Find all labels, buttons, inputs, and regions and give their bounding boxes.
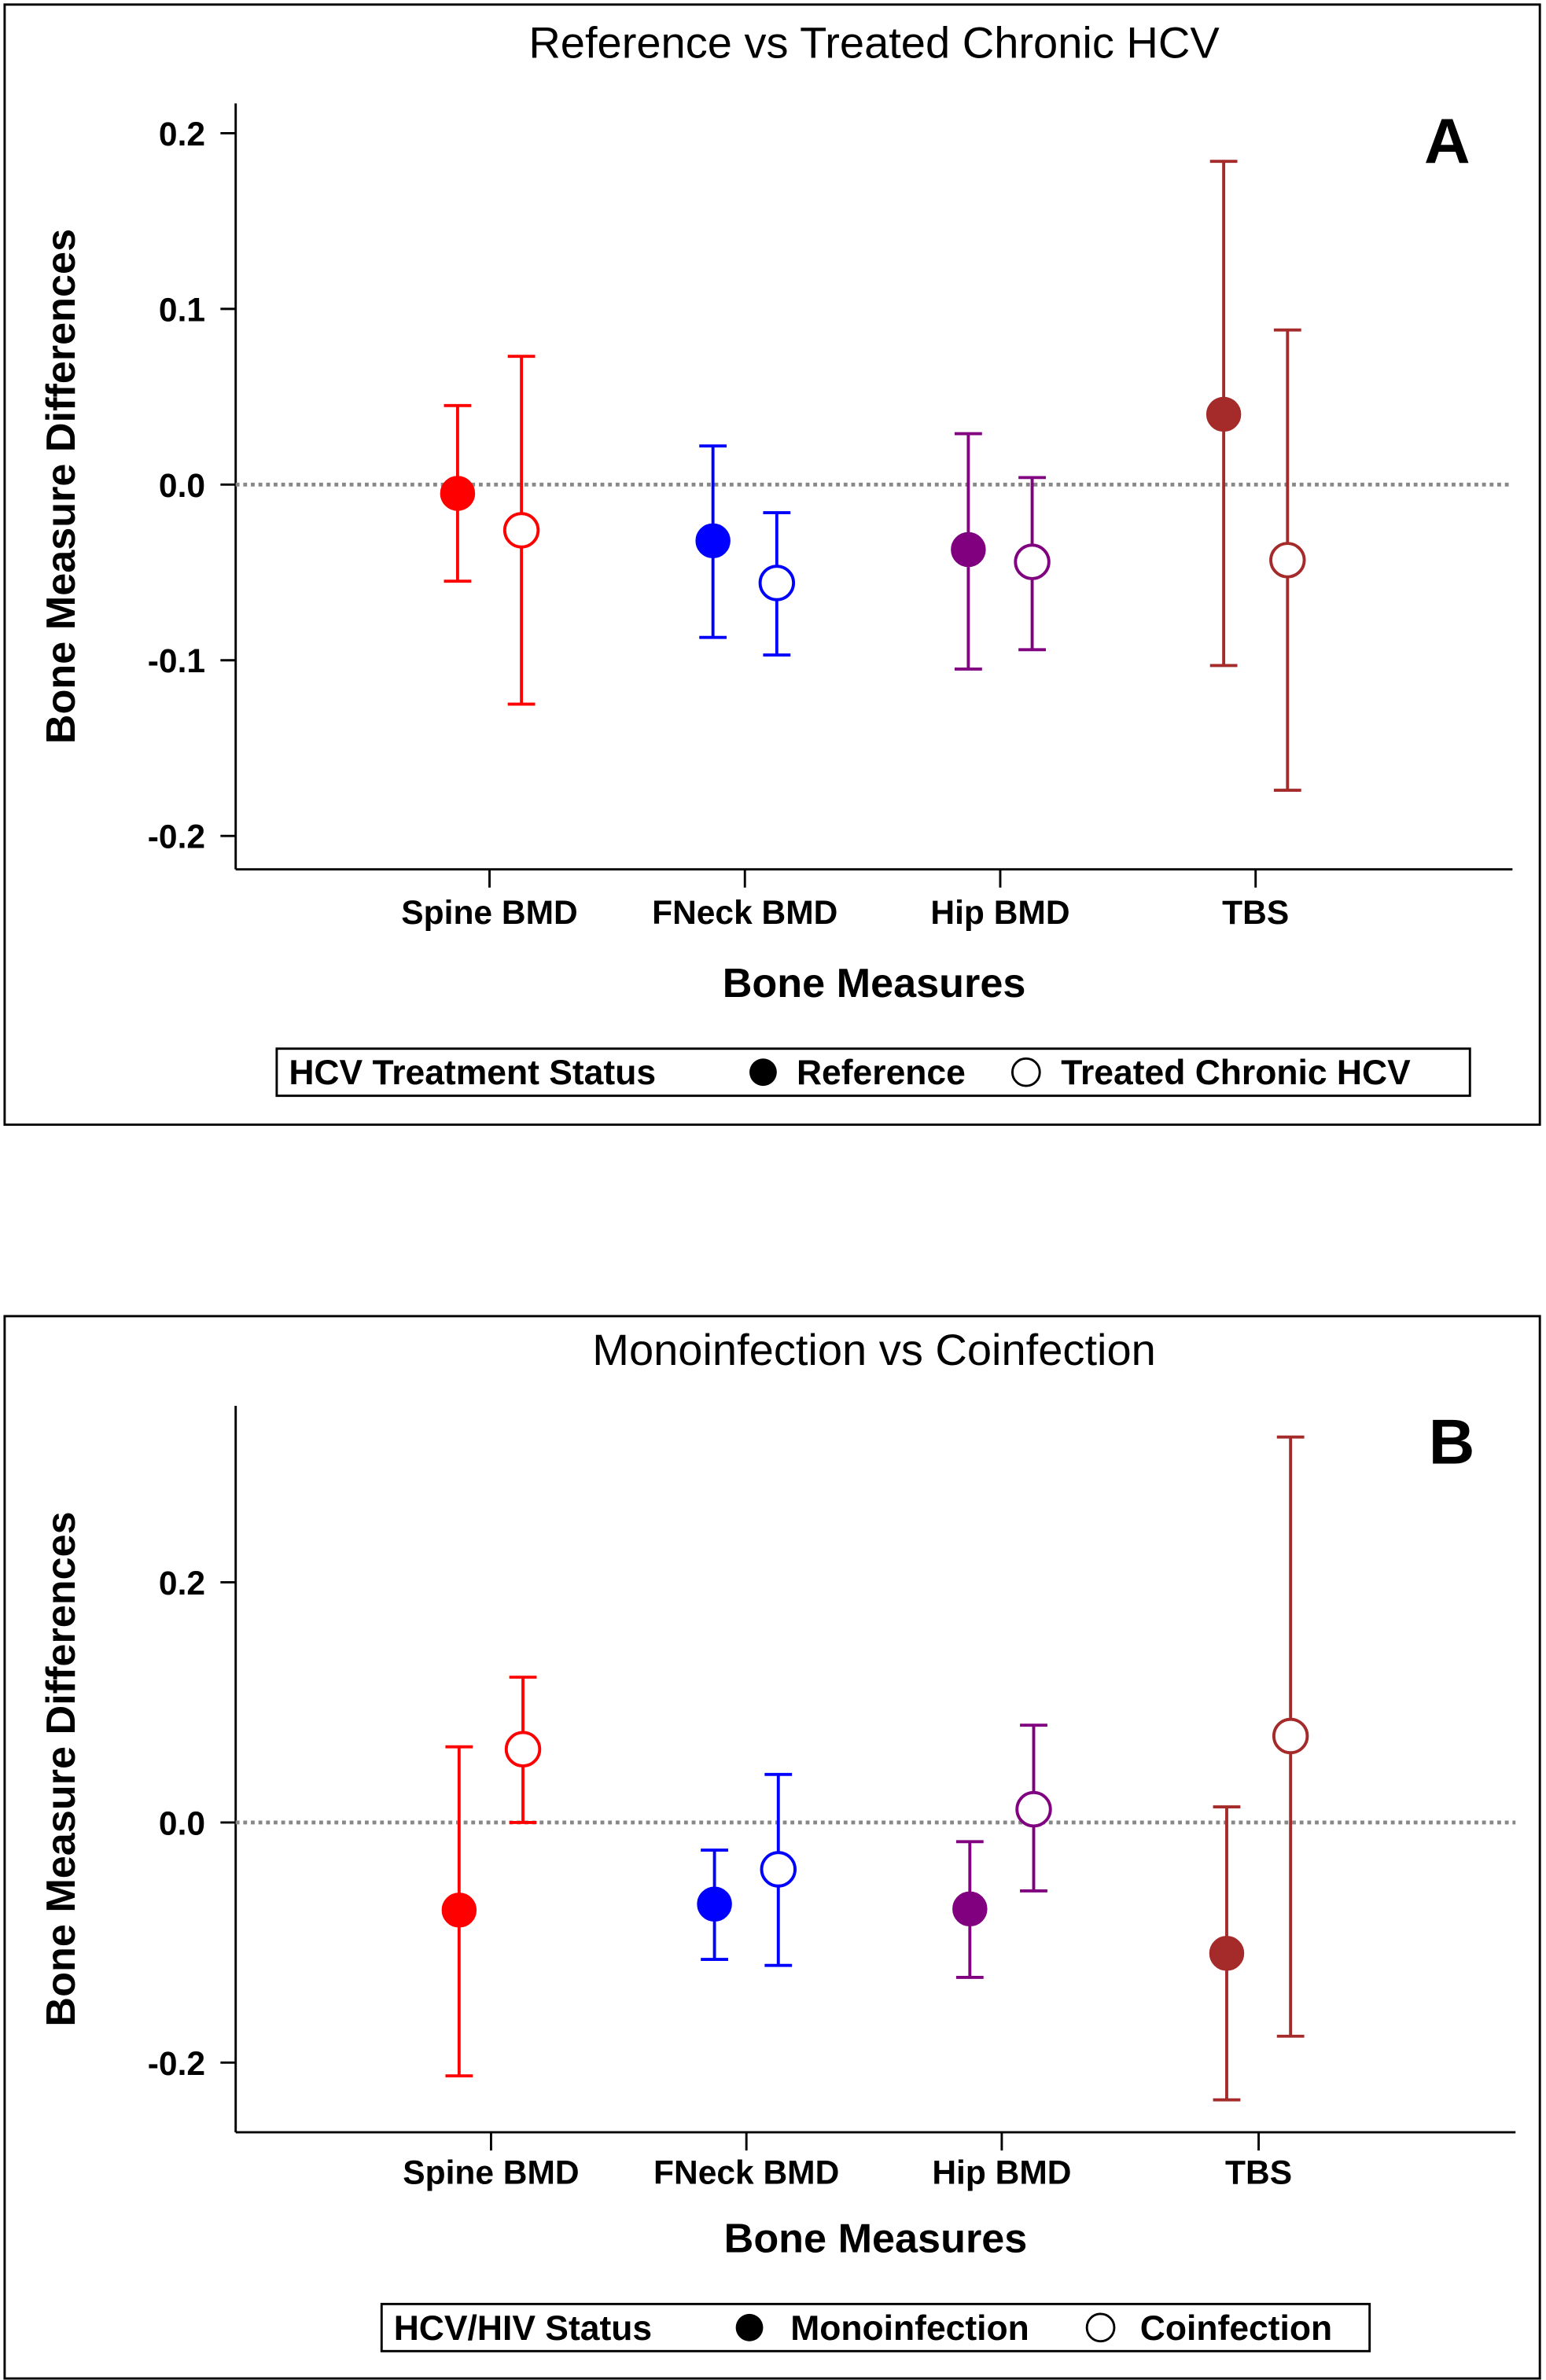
y-tick-label: 0.2: [159, 1565, 205, 1602]
x-tick-label: FNeck BMD: [652, 895, 837, 932]
legend-entry: Treated Chronic HCV: [1061, 1054, 1411, 1092]
legend-entry: Reference: [797, 1054, 966, 1092]
panel-letter: A: [1424, 106, 1471, 177]
point-marker-filled: [1209, 1936, 1245, 1971]
data-point-coinfection: [504, 1676, 542, 1824]
data-point-reference: [440, 403, 476, 583]
data-point-monoinfection: [1209, 1805, 1245, 2102]
x-tick-label: Spine BMD: [403, 2155, 579, 2192]
data-point-treated-chronic-hcv: [1269, 328, 1306, 793]
y-axis-label: Bone Measure Differences: [39, 1511, 84, 2026]
x-tick-label: Hip BMD: [930, 895, 1069, 932]
y-tick-label: -0.1: [148, 643, 205, 680]
point-marker-open: [758, 565, 796, 601]
y-axis-label: Bone Measure Differences: [39, 229, 84, 744]
x-tick-label: TBS: [1225, 2155, 1292, 2192]
panel-b: Monoinfection vs Coinfection B 0.2 0.0 -0.2 S…: [3, 1315, 1541, 2380]
x-tick-label: Hip BMD: [932, 2155, 1071, 2192]
legend-entry: Coinfection: [1140, 2309, 1332, 2348]
legend-open-circle-icon: [1085, 2312, 1116, 2343]
y-tick-label: -0.2: [148, 2046, 205, 2083]
point-marker-filled: [1206, 396, 1242, 432]
y-tick-label: 0.2: [159, 116, 205, 153]
data-point-monoinfection: [952, 1840, 988, 1979]
data-point-treated-chronic-hcv: [758, 511, 796, 657]
y-tick-label: 0.1: [159, 292, 205, 329]
y-tick-label: -0.2: [148, 819, 205, 856]
point-marker-open: [760, 1851, 797, 1888]
data-point-monoinfection: [441, 1745, 477, 2078]
y-tick-label: 0.0: [159, 1805, 205, 1842]
data-point-reference: [951, 432, 986, 671]
panel-a: Reference vs Treated Chronic HCV A 0.2 0.1 0…: [3, 3, 1541, 1126]
point-marker-open: [1269, 542, 1306, 579]
x-tick-label: FNeck BMD: [653, 2155, 839, 2192]
y-tick-label: 0.0: [159, 468, 205, 505]
legend-open-circle-icon: [1010, 1057, 1041, 1087]
legend: HCV Treatment Status Reference Treated Chr…: [275, 1047, 1471, 1098]
point-marker-filled: [697, 1886, 732, 1922]
point-marker-filled: [441, 1893, 477, 1928]
data-point-coinfection: [1272, 1435, 1309, 2038]
chart-title: Reference vs Treated Chronic HCV: [528, 17, 1220, 67]
legend-entry: Monoinfection: [790, 2309, 1029, 2348]
point-marker-open: [1272, 1717, 1309, 1755]
legend: HCV/HIV Status Monoinfection Coinfection: [380, 2302, 1371, 2352]
legend-title: HCV Treatment Status: [289, 1054, 656, 1092]
panel-frame: [3, 3, 1541, 1126]
point-marker-open: [1015, 1790, 1052, 1828]
data-point-treated-chronic-hcv: [502, 355, 540, 706]
x-tick-label: Spine BMD: [401, 895, 577, 932]
data-point-treated-chronic-hcv: [1014, 476, 1051, 652]
point-marker-open: [502, 512, 540, 549]
data-point-reference: [1206, 160, 1242, 668]
legend-box: [380, 2302, 1371, 2352]
point-marker-filled: [440, 476, 476, 511]
point-marker-open: [504, 1731, 542, 1768]
chart-title: Monoinfection vs Coinfection: [592, 1325, 1156, 1374]
legend-filled-circle-icon: [735, 2313, 764, 2341]
point-marker-filled: [951, 532, 986, 568]
point-marker-filled: [952, 1891, 988, 1927]
data-point-coinfection: [760, 1772, 797, 1967]
legend-filled-circle-icon: [749, 1058, 777, 1087]
point-marker-filled: [695, 523, 731, 559]
x-axis-label: Bone Measures: [723, 961, 1026, 1006]
point-marker-open: [1014, 543, 1051, 580]
legend-box: [275, 1047, 1471, 1098]
data-point-reference: [695, 444, 731, 639]
panel-frame: [3, 1315, 1541, 2380]
panel-letter: B: [1429, 1407, 1475, 1477]
data-point-monoinfection: [697, 1848, 732, 1961]
x-tick-label: TBS: [1222, 895, 1289, 932]
data-point-coinfection: [1015, 1723, 1052, 1893]
x-axis-label: Bone Measures: [724, 2216, 1028, 2262]
legend-title: HCV/HIV Status: [394, 2309, 652, 2348]
